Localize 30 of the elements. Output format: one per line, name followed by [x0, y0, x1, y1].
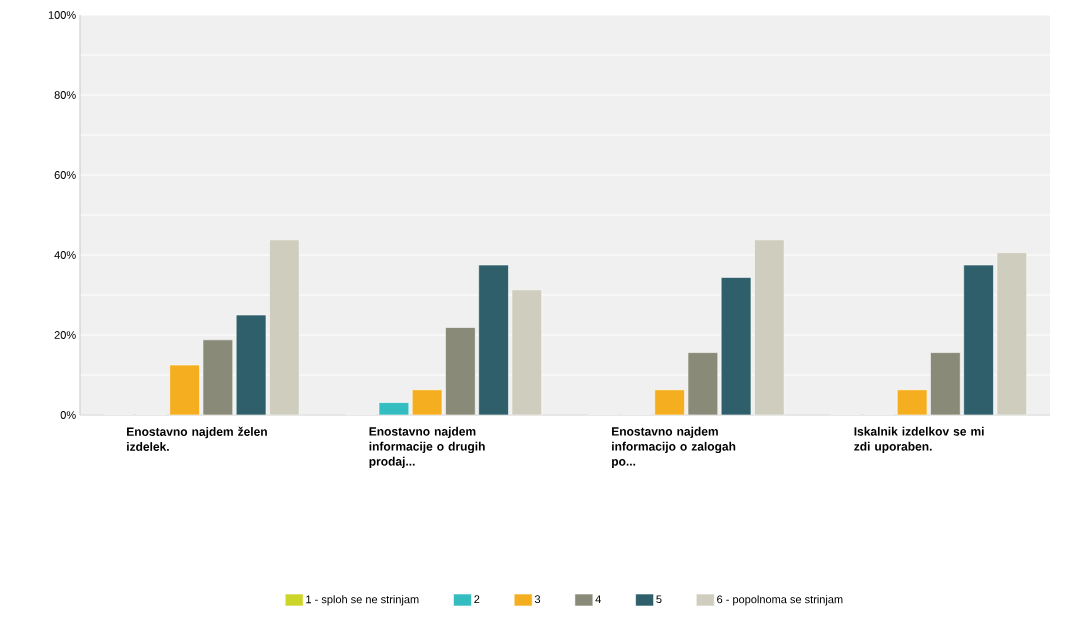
bar	[930, 352, 961, 415]
bar	[754, 239, 785, 415]
bar	[654, 389, 685, 415]
y-tick-label: 60%	[54, 171, 76, 179]
legend-label: 4	[595, 595, 601, 603]
legend-label: 1 - sploh se ne strinjam	[306, 595, 419, 606]
bar	[720, 277, 752, 415]
legend-label: 3	[534, 595, 541, 604]
x-tick-label: Enostavno najdem želen izdelek.	[127, 426, 267, 451]
legend-label: 5	[656, 595, 662, 604]
bar	[478, 264, 509, 415]
x-tick-label: Enostavno najdem informacije o drugih prodaj...	[369, 426, 485, 469]
bar	[202, 339, 234, 415]
y-tick-label: 0%	[60, 411, 76, 419]
bar	[169, 364, 200, 415]
y-tick-label: 20%	[54, 331, 76, 339]
y-tick-label: 100%	[48, 11, 76, 19]
y-tick-label: 80%	[54, 91, 76, 99]
x-tick-label: Enostavno najdem informacijo o zalogah po...	[612, 426, 736, 469]
legend-label: 2	[474, 595, 480, 604]
bar	[963, 264, 994, 415]
y-tick-label: 40%	[54, 251, 76, 259]
x-tick-label: Iskalnik izdelkov se mi zdi uporaben.	[854, 426, 984, 454]
bar	[235, 314, 267, 415]
bar	[445, 327, 476, 415]
bar	[996, 252, 1028, 415]
bar	[269, 239, 300, 415]
legend-label: 6 - popolnoma se strinjam	[717, 595, 843, 606]
bar	[511, 289, 543, 415]
bar	[687, 352, 719, 415]
